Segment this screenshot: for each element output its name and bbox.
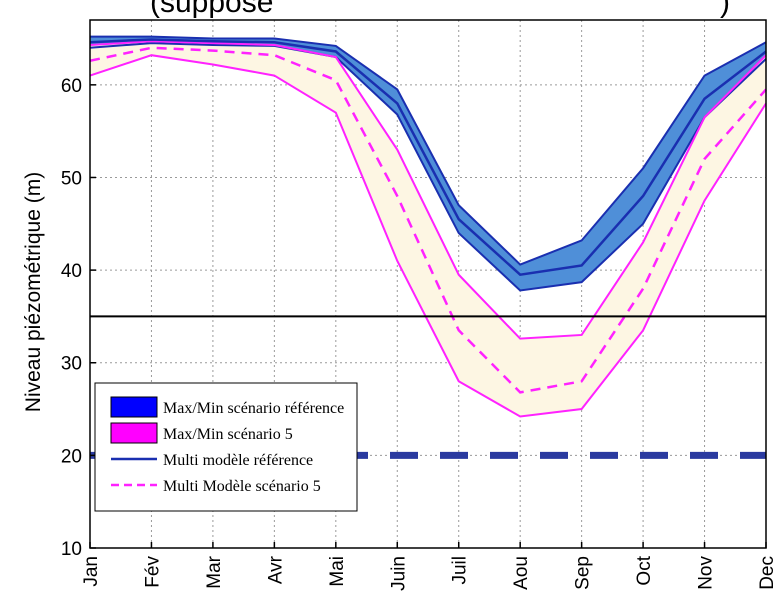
band-edge-upper-0 (90, 35, 767, 266)
bands (90, 36, 766, 417)
x-tick-label: Nov (696, 556, 717, 590)
x-tick-label: Jan (81, 556, 102, 587)
band-edge-upper-1 (89, 40, 767, 340)
x-tick-label: Avr (265, 555, 286, 584)
band-area-1 (90, 41, 766, 417)
y-tick-label: 60 (61, 76, 82, 97)
y-tick-label: 10 (61, 539, 82, 560)
chart-title: (supposé (150, 0, 273, 19)
plot-frame (89, 19, 767, 549)
chart-title-suffix: ) (720, 0, 730, 19)
y-tick-label: 40 (61, 261, 82, 282)
x-tick-label: Sep (573, 556, 594, 590)
legend-label-2: Multi modèle référence (163, 452, 313, 469)
x-tick-label: Aou (511, 556, 532, 590)
x-tick-label: Mai (327, 556, 348, 587)
x-tick-label: Oct (634, 555, 655, 585)
x-tick-label: Juin (388, 556, 409, 591)
series-line-0 (89, 38, 767, 277)
y-tick-label: 30 (61, 354, 82, 375)
x-tick-label: Juil (450, 556, 471, 585)
x-tick-label: Fév (142, 556, 163, 588)
x-tick-label: Dec (757, 556, 775, 590)
legend-label-3: Multi Modèle scénario 5 (163, 478, 321, 495)
legend-swatch-0 (110, 396, 158, 418)
y-ticks: 10 20 30 40 50 60 (61, 76, 96, 560)
x-tick-label: Mar (204, 555, 225, 588)
series-lines (89, 35, 767, 418)
y-tick-label: 20 (61, 446, 82, 467)
legend-label-1: Max/Min scénario 5 (163, 426, 293, 443)
y-tick-label: 50 (61, 168, 82, 189)
y-axis-label: Niveau piézométrique (m) (22, 172, 45, 412)
legend-swatch-1 (110, 422, 158, 444)
band-edge-lower-1 (89, 54, 767, 418)
legend-label-0: Max/Min scénario référence (163, 400, 344, 417)
legend: Max/Min scénario référence Max/Min scénar… (94, 382, 358, 512)
x-ticks: Jan Fév Mar Avr Mai Juin Juil Aou Sep Oct Nov Dec (81, 542, 775, 591)
band-edge-lower-0 (89, 42, 767, 292)
